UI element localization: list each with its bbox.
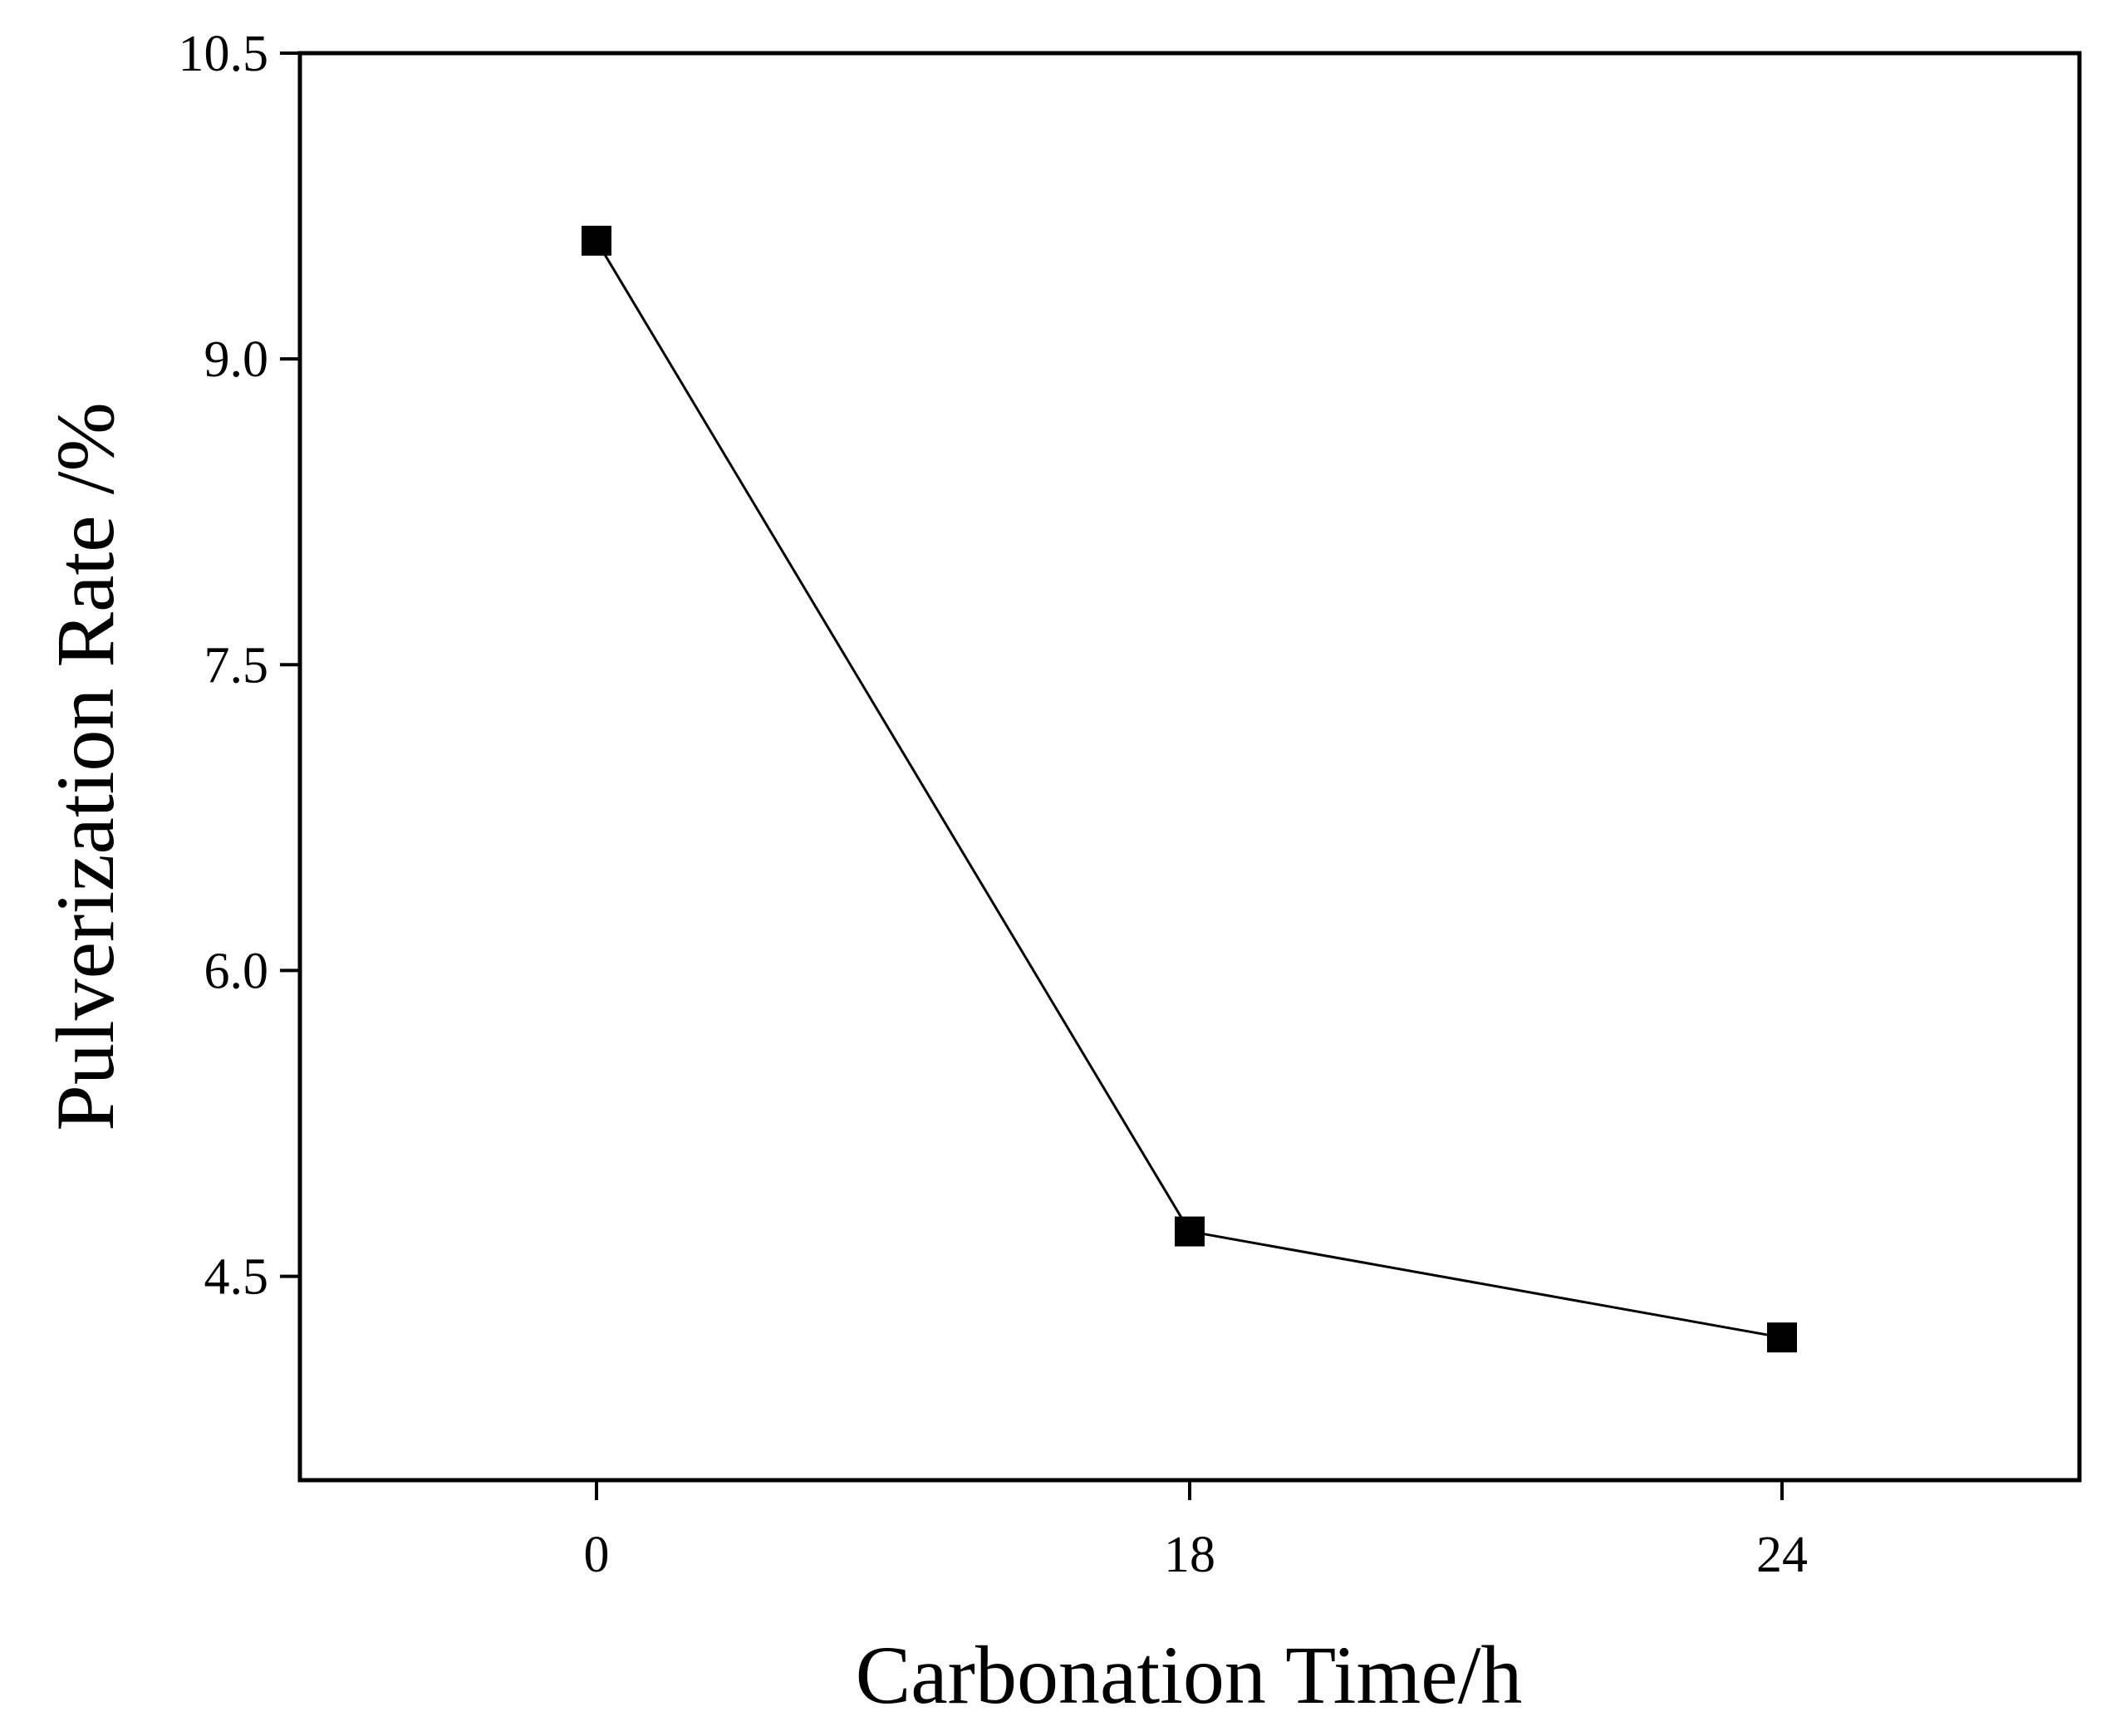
y-tick-label: 9.0	[204, 331, 269, 388]
y-axis-ticks: 4.5 6.0 7.5 9.0 10.5	[179, 26, 300, 1306]
series-layer	[582, 225, 1797, 1353]
plot-area-frame	[297, 51, 2082, 1483]
y-tick-label: 7.5	[204, 637, 269, 694]
data-point-marker	[1767, 1322, 1797, 1353]
x-axis-ticks: 0 18 24	[584, 1480, 1808, 1583]
x-axis-title: Carbonation Time/h	[856, 1629, 1523, 1721]
data-point-marker	[582, 225, 611, 256]
data-point-marker	[1175, 1216, 1205, 1247]
y-tick-label: 6.0	[204, 943, 269, 999]
x-tick-label: 0	[584, 1527, 610, 1583]
y-axis-title: Pulverization Rate /%	[39, 402, 131, 1131]
x-tick-label: 24	[1756, 1527, 1808, 1583]
series-line	[595, 240, 1783, 1339]
y-tick-label: 10.5	[179, 26, 269, 82]
y-tick-label: 4.5	[204, 1249, 269, 1306]
x-tick-label: 18	[1164, 1527, 1215, 1583]
